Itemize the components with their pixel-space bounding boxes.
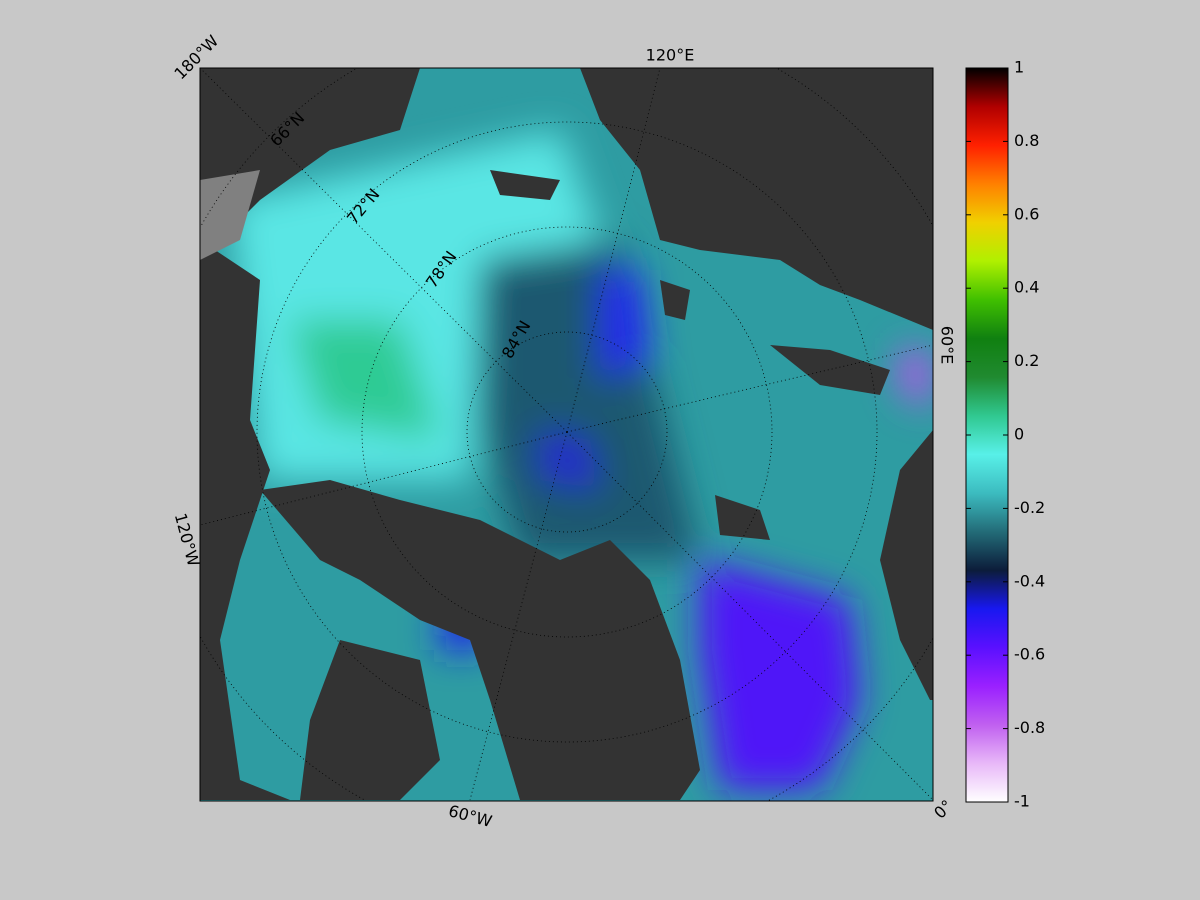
colorbar-tick-label: 1 [1014, 58, 1024, 77]
colorbar-tick-label: -0.2 [1014, 498, 1045, 517]
lon-label: 120°W [171, 511, 203, 569]
colorbar-tick-label: 0.8 [1014, 131, 1039, 150]
map [200, 68, 933, 801]
graticule [200, 68, 933, 801]
colorbar-tick-label: -0.6 [1014, 645, 1045, 664]
lon-label: 0° [930, 796, 956, 822]
lon-label: 60°W [446, 801, 494, 831]
colorbar [965, 67, 1009, 803]
lon-label: 60°E [938, 326, 957, 364]
lon-label: 120°E [646, 46, 695, 65]
colorbar-tick-label: -0.8 [1014, 718, 1045, 737]
colorbar-tick-label: 0.2 [1014, 351, 1039, 370]
colorbar-tick-label: 0.4 [1014, 278, 1039, 297]
land [200, 68, 933, 800]
colorbar-tick-label: -1 [1014, 792, 1030, 811]
colorbar-tick-label: 0.6 [1014, 204, 1039, 223]
colorbar-tick-label: -0.4 [1014, 571, 1045, 590]
colorbar-tick-label: 0 [1014, 425, 1024, 444]
map-frame [199, 67, 934, 802]
